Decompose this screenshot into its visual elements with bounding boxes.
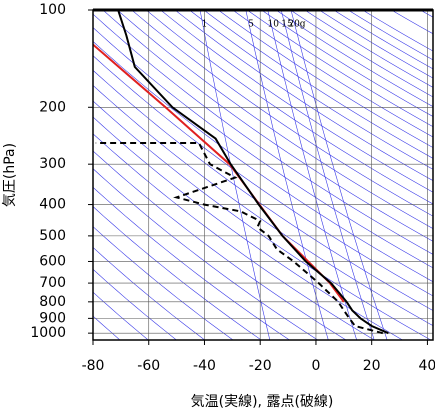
dry-adiabat xyxy=(333,10,433,70)
x-tick-label: 20 xyxy=(363,358,381,374)
reference-lines xyxy=(93,10,433,340)
y-axis-label: 気圧(hPa) xyxy=(2,143,18,207)
mixing-ratio-label: 15 xyxy=(281,20,293,30)
y-tick-label: 100 xyxy=(39,2,66,18)
mixing-ratio-label: 10 xyxy=(268,20,280,30)
dry-adiabat xyxy=(189,10,433,170)
x-tick-label: 40 xyxy=(419,358,435,374)
dry-adiabat xyxy=(261,10,433,117)
y-tick-label: 500 xyxy=(39,228,66,244)
y-tick-label: 900 xyxy=(39,310,66,326)
mixing-ratio-line xyxy=(199,10,271,340)
dry-adiabat xyxy=(160,10,433,193)
x-axis-label: 気温(実線), 露点(破線) xyxy=(191,394,334,410)
dry-adiabat xyxy=(93,13,433,255)
dry-adiabat xyxy=(174,10,433,181)
dry-adiabat xyxy=(93,268,177,340)
dry-adiabat xyxy=(102,10,433,242)
dry-adiabat xyxy=(93,100,431,340)
x-tick-label: -60 xyxy=(137,358,160,374)
mixing-ratio-line xyxy=(290,10,388,340)
y-tick-label: 300 xyxy=(39,156,66,172)
dry-adiabat xyxy=(145,10,433,205)
dry-adiabat xyxy=(362,10,433,52)
x-tick-label: -80 xyxy=(82,358,105,374)
mixing-ratio-line xyxy=(245,10,329,340)
dry-adiabat xyxy=(93,168,318,340)
dry-adiabat xyxy=(246,10,433,128)
dry-adiabat xyxy=(218,10,433,148)
y-tick-label: 400 xyxy=(39,197,66,213)
dry-adiabat xyxy=(93,186,290,340)
dry-adiabat xyxy=(93,226,234,340)
dry-adiabat xyxy=(93,206,262,340)
y-tick-label: 1000 xyxy=(30,325,66,341)
profile-line xyxy=(117,10,389,335)
dry-adiabat xyxy=(347,10,433,61)
mixing-ratio-line xyxy=(280,10,375,340)
mixing-ratio-label: 20g xyxy=(288,20,305,30)
y-tick-label: 700 xyxy=(39,275,66,291)
x-tick-label: 0 xyxy=(311,358,320,374)
mixing-ratio-line xyxy=(267,10,357,340)
dry-adiabat xyxy=(93,133,375,340)
dry-adiabat xyxy=(117,10,433,229)
profiles xyxy=(93,10,389,335)
x-tick-label: -20 xyxy=(249,358,272,374)
dry-adiabat xyxy=(275,10,433,107)
mixing-ratio-label: 5 xyxy=(248,20,254,30)
dry-adiabat xyxy=(93,41,433,283)
x-tick-label: -40 xyxy=(193,358,216,374)
y-tick-label: 200 xyxy=(39,99,66,115)
dry-adiabat xyxy=(93,84,433,326)
dry-adiabat xyxy=(93,27,433,269)
profile-line xyxy=(95,142,384,335)
dry-adiabat xyxy=(93,291,149,340)
dry-adiabat xyxy=(93,246,205,340)
dry-adiabat xyxy=(232,10,433,138)
dry-adiabat xyxy=(131,10,433,217)
dry-adiabat xyxy=(290,10,433,98)
dry-adiabat xyxy=(319,10,433,79)
y-tick-label: 800 xyxy=(39,294,66,310)
grid xyxy=(88,9,433,345)
dry-adiabat xyxy=(304,10,433,88)
dry-adiabat xyxy=(93,150,347,340)
mixing-ratio-label: 1 xyxy=(202,20,208,30)
dry-adiabat xyxy=(93,69,433,311)
y-tick-label: 600 xyxy=(39,253,66,269)
dry-adiabat xyxy=(93,55,433,297)
dry-adiabat xyxy=(93,116,403,340)
